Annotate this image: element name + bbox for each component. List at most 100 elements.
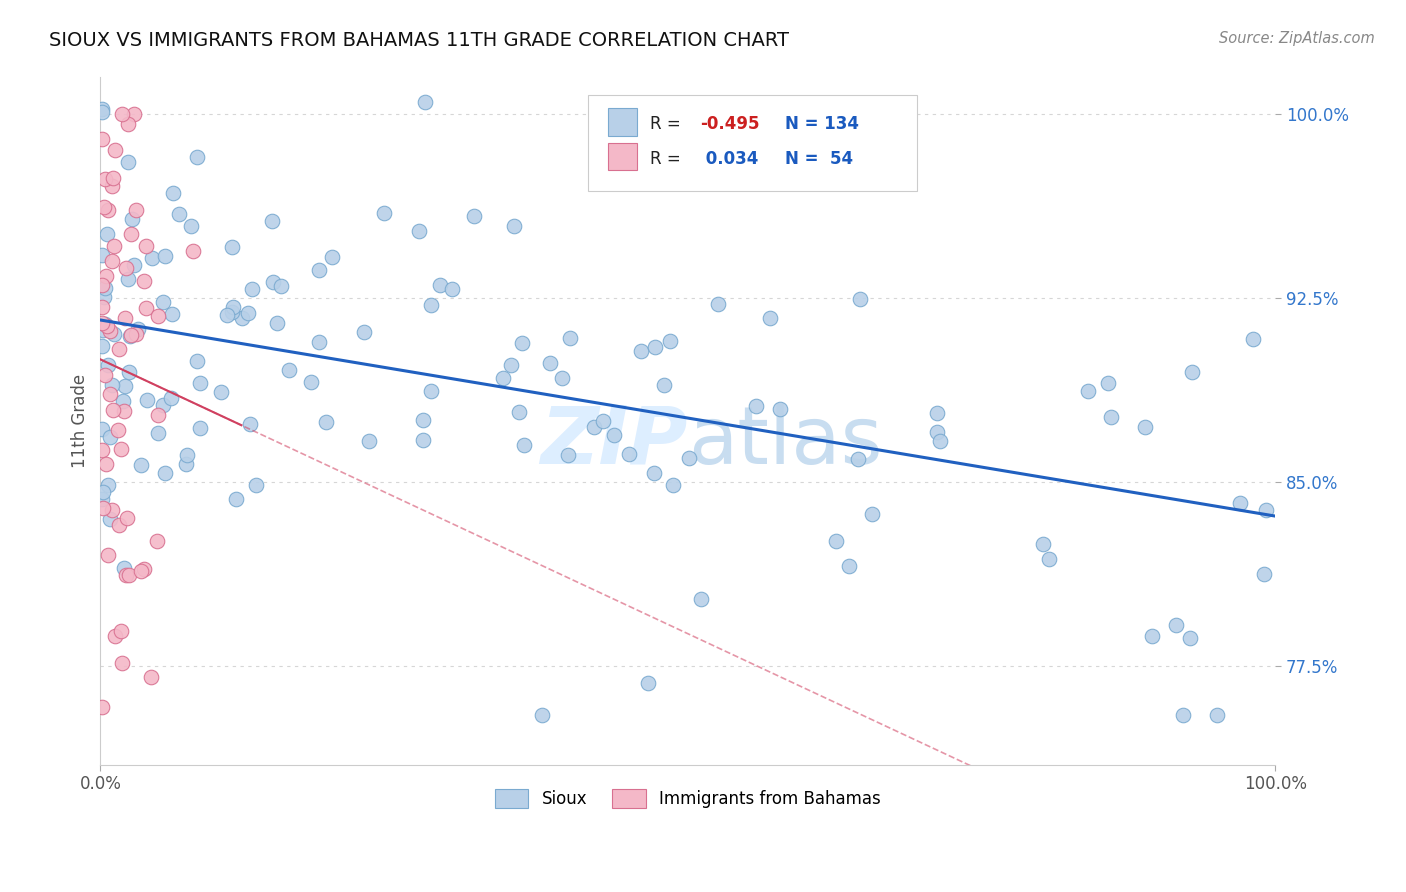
Point — [413, 95, 436, 109]
Point — [110, 107, 132, 121]
Point — [103, 327, 125, 342]
Point — [270, 278, 292, 293]
Point — [419, 298, 441, 312]
Point — [1241, 332, 1264, 346]
Point — [181, 244, 204, 258]
Point — [141, 670, 163, 684]
Point — [211, 385, 233, 400]
Point — [419, 384, 441, 398]
Point — [100, 254, 122, 268]
Point — [98, 387, 121, 401]
Point — [513, 437, 536, 451]
Point — [159, 392, 181, 406]
Point — [90, 132, 112, 146]
Point — [231, 311, 253, 326]
Point — [1140, 629, 1163, 643]
Point — [1171, 708, 1194, 723]
Point — [91, 278, 114, 293]
Point — [114, 379, 136, 393]
Point — [558, 330, 581, 344]
Point — [824, 534, 846, 549]
Text: atlas: atlas — [688, 402, 882, 481]
Point — [744, 399, 766, 413]
Point — [148, 309, 170, 323]
Point — [838, 558, 860, 573]
Point — [725, 161, 748, 176]
Point — [617, 448, 640, 462]
Point — [134, 301, 156, 315]
Point — [245, 477, 267, 491]
Point — [94, 368, 117, 382]
Point — [299, 376, 322, 390]
Point — [644, 340, 666, 354]
Point — [1097, 376, 1119, 391]
Point — [107, 342, 129, 356]
Point — [146, 408, 169, 422]
Point — [152, 399, 174, 413]
Point — [221, 305, 243, 319]
Point — [97, 359, 120, 373]
Point — [117, 154, 139, 169]
Point — [118, 365, 141, 379]
Point — [124, 258, 146, 272]
Point — [94, 172, 117, 186]
Point — [103, 238, 125, 252]
Point — [117, 272, 139, 286]
Point — [97, 548, 120, 562]
Point — [90, 316, 112, 330]
Point — [1229, 496, 1251, 510]
Point — [101, 502, 124, 516]
Point — [125, 202, 148, 217]
Point — [551, 371, 574, 385]
Point — [153, 249, 176, 263]
Point — [662, 478, 685, 492]
Legend: Sioux, Immigrants from Bahamas: Sioux, Immigrants from Bahamas — [488, 782, 887, 814]
Point — [94, 280, 117, 294]
Point — [359, 434, 381, 449]
Point — [121, 212, 143, 227]
Point — [583, 420, 606, 434]
Point — [1077, 384, 1099, 399]
Point — [155, 466, 177, 480]
Point — [353, 325, 375, 339]
Point — [117, 117, 139, 131]
Point — [101, 178, 124, 193]
Point — [654, 377, 676, 392]
Point — [592, 414, 614, 428]
Point — [846, 451, 869, 466]
Point — [262, 275, 284, 289]
Point — [1133, 420, 1156, 434]
Text: -0.495: -0.495 — [700, 115, 759, 133]
Point — [531, 708, 554, 723]
Point — [114, 568, 136, 582]
Point — [103, 170, 125, 185]
Point — [266, 316, 288, 330]
Point — [90, 700, 112, 714]
Bar — [607, 108, 637, 136]
Point — [104, 630, 127, 644]
Point — [127, 321, 149, 335]
Point — [1032, 537, 1054, 551]
Y-axis label: 11th Grade: 11th Grade — [72, 374, 89, 468]
Point — [134, 274, 156, 288]
Point — [132, 562, 155, 576]
Point — [588, 147, 610, 161]
Point — [97, 477, 120, 491]
Text: ZIP: ZIP — [540, 402, 688, 481]
Point — [927, 425, 949, 439]
Point — [221, 240, 243, 254]
Point — [278, 363, 301, 377]
Point — [162, 186, 184, 200]
Point — [429, 278, 451, 293]
Point — [538, 356, 561, 370]
Point — [98, 430, 121, 444]
Point — [91, 323, 114, 337]
Point — [758, 310, 780, 325]
Point — [308, 262, 330, 277]
Point — [97, 202, 120, 217]
Point — [643, 466, 665, 480]
Point — [240, 282, 263, 296]
Text: SIOUX VS IMMIGRANTS FROM BAHAMAS 11TH GRADE CORRELATION CHART: SIOUX VS IMMIGRANTS FROM BAHAMAS 11TH GR… — [49, 31, 789, 50]
Point — [96, 227, 118, 242]
Point — [222, 300, 245, 314]
